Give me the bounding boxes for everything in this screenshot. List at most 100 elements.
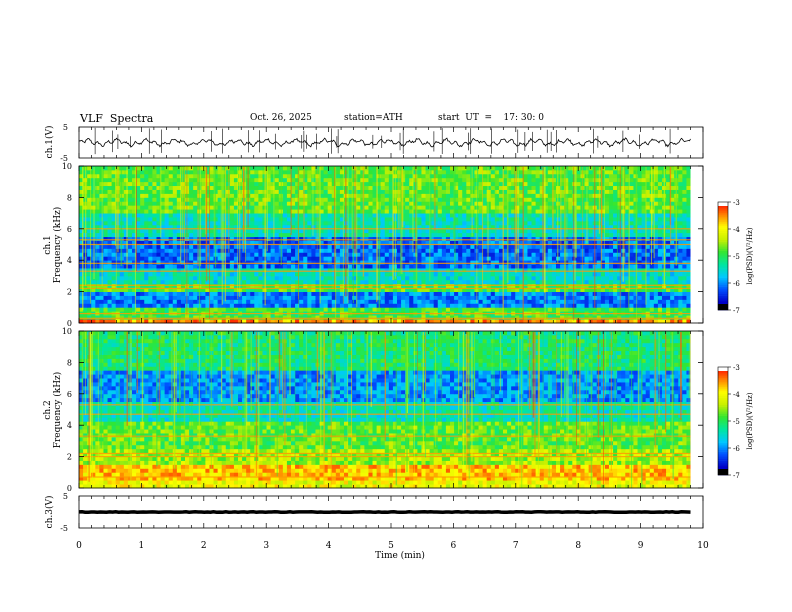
spectrogram-cell [299,217,304,222]
spectrogram-cell [319,217,325,222]
spectrogram-cell [176,279,182,285]
spectrogram-cell [315,303,320,308]
spectrogram-cell [209,205,214,210]
spectrogram-cell [176,315,182,320]
spectrogram-cell [686,315,691,320]
spectrogram-cell [641,205,647,210]
spectrogram-cell [356,217,361,222]
spectrogram-cell [686,264,691,269]
spectrogram-cell [140,260,145,265]
spectrogram-cell [653,228,659,234]
spectrogram-cell [596,307,602,312]
spectrogram-cell [560,232,565,238]
spectrogram-cell [511,275,516,281]
spectrogram-cell [551,193,557,198]
spectrogram-cell [600,260,606,265]
spectrogram-cell [348,295,353,300]
spectrogram-cell [421,303,426,308]
spectrogram-cell [144,271,149,277]
spectrogram-cell [502,256,508,261]
spectrogram-cell [462,271,467,277]
spectrogram-cell [519,220,524,226]
spectrogram-cell [568,303,573,308]
spectrogram-cell [613,220,618,226]
spectrogram-cell [608,295,614,300]
spectrogram-cell [449,319,455,324]
spectrogram-cell [641,299,647,304]
spectrogram-cell [523,193,528,198]
spectrogram-cell [79,193,84,198]
spectrogram-cell [445,217,451,222]
spectrogram-cell [445,299,451,304]
spectrogram-cell [127,244,133,249]
spectrogram-cell [576,224,581,230]
spectrogram-cell [148,224,153,230]
spectrogram-cell [323,201,329,206]
spectrogram-cell [494,268,500,273]
spectrogram-cell [282,287,288,293]
spectrogram-cell [682,244,687,249]
spectrogram-cell [392,295,398,300]
spectrogram-cell [79,228,84,234]
spectrogram-cell [576,252,581,257]
spectrogram-cell [172,248,178,253]
spectrogram-cell [645,287,651,293]
spectrogram-cell [466,287,471,293]
spectrogram-cell [474,315,479,320]
spectrogram-cell [193,232,198,238]
spectrogram-cell [523,220,528,226]
spectrogram-cell [617,224,622,230]
spectrogram-cell [629,228,634,234]
spectrogram-cell [87,193,92,198]
spectrogram-cell [596,244,602,249]
spectrogram-cell [568,268,573,273]
spectrogram-cell [511,213,516,218]
spectrogram-cell [543,197,549,202]
spectrogram-cell [193,279,198,285]
spectrogram-cell [458,213,463,218]
spectrogram-cell [189,224,194,230]
spectrogram-cell [682,197,687,202]
spectrogram-cell [136,197,141,202]
spectrogram-cell [454,228,459,234]
spectrogram-cell [278,279,284,285]
spectrogram-cell [592,319,598,324]
spectrogram-cell [458,232,463,238]
spectrogram-cell [103,224,108,230]
spectrogram-cell [360,236,365,241]
spectrogram-cell [454,213,459,218]
spectrogram-cell [547,244,553,249]
spectrogram-cell [331,287,337,293]
spectrogram-cell [629,279,634,285]
spectrogram-cell [242,303,247,308]
spectrogram-cell [303,264,308,269]
spectrogram-cell [323,319,329,324]
spectrogram-cell [127,232,133,238]
spectrogram-cell [494,252,500,257]
spectrogram-cell [588,315,594,320]
spectrogram-cell [637,197,642,202]
spectrogram-cell [282,213,288,218]
spectrogram-cell [254,248,259,253]
spectrogram-cell [515,197,520,202]
spectrogram-cell [299,232,304,238]
spectrogram-cell [384,271,390,277]
spectrogram-cell [246,240,251,245]
spectrogram-cell [229,224,235,230]
spectrogram-cell [388,244,394,249]
spectrogram-cell [600,213,606,218]
spectrogram-cell [401,291,406,296]
spectrogram-cell [515,240,520,245]
spectrogram-cell [429,260,435,265]
spectrogram-cell [299,252,304,257]
spectrogram-cell [372,224,378,230]
spectrogram-cell [176,295,182,300]
spectrogram-cell [429,193,435,198]
spectrogram-cell [115,295,121,300]
spectrogram-cell [613,236,618,241]
spectrogram-cell [417,319,422,324]
spectrogram-cell [425,275,431,281]
spectrogram-cell [274,201,280,206]
spectrogram-cell [270,264,276,269]
spectrogram-cell [535,232,541,238]
